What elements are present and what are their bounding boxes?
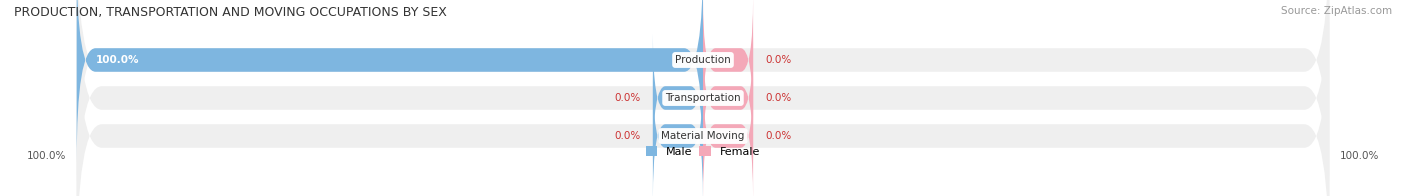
FancyBboxPatch shape xyxy=(77,0,703,162)
FancyBboxPatch shape xyxy=(652,34,703,162)
Text: 0.0%: 0.0% xyxy=(614,93,640,103)
Text: 100.0%: 100.0% xyxy=(1340,151,1379,161)
FancyBboxPatch shape xyxy=(703,34,754,162)
FancyBboxPatch shape xyxy=(77,0,1329,196)
FancyBboxPatch shape xyxy=(703,0,754,124)
FancyBboxPatch shape xyxy=(652,72,703,196)
Text: Source: ZipAtlas.com: Source: ZipAtlas.com xyxy=(1281,6,1392,16)
Text: Transportation: Transportation xyxy=(665,93,741,103)
Legend: Male, Female: Male, Female xyxy=(641,142,765,162)
Text: 100.0%: 100.0% xyxy=(27,151,66,161)
Text: PRODUCTION, TRANSPORTATION AND MOVING OCCUPATIONS BY SEX: PRODUCTION, TRANSPORTATION AND MOVING OC… xyxy=(14,6,447,19)
FancyBboxPatch shape xyxy=(77,0,1329,196)
FancyBboxPatch shape xyxy=(77,0,1329,196)
Text: Production: Production xyxy=(675,55,731,65)
FancyBboxPatch shape xyxy=(703,72,754,196)
Text: 0.0%: 0.0% xyxy=(766,131,792,141)
Text: 0.0%: 0.0% xyxy=(766,93,792,103)
Text: 0.0%: 0.0% xyxy=(766,55,792,65)
Text: 100.0%: 100.0% xyxy=(96,55,139,65)
Text: Material Moving: Material Moving xyxy=(661,131,745,141)
Text: 0.0%: 0.0% xyxy=(614,131,640,141)
